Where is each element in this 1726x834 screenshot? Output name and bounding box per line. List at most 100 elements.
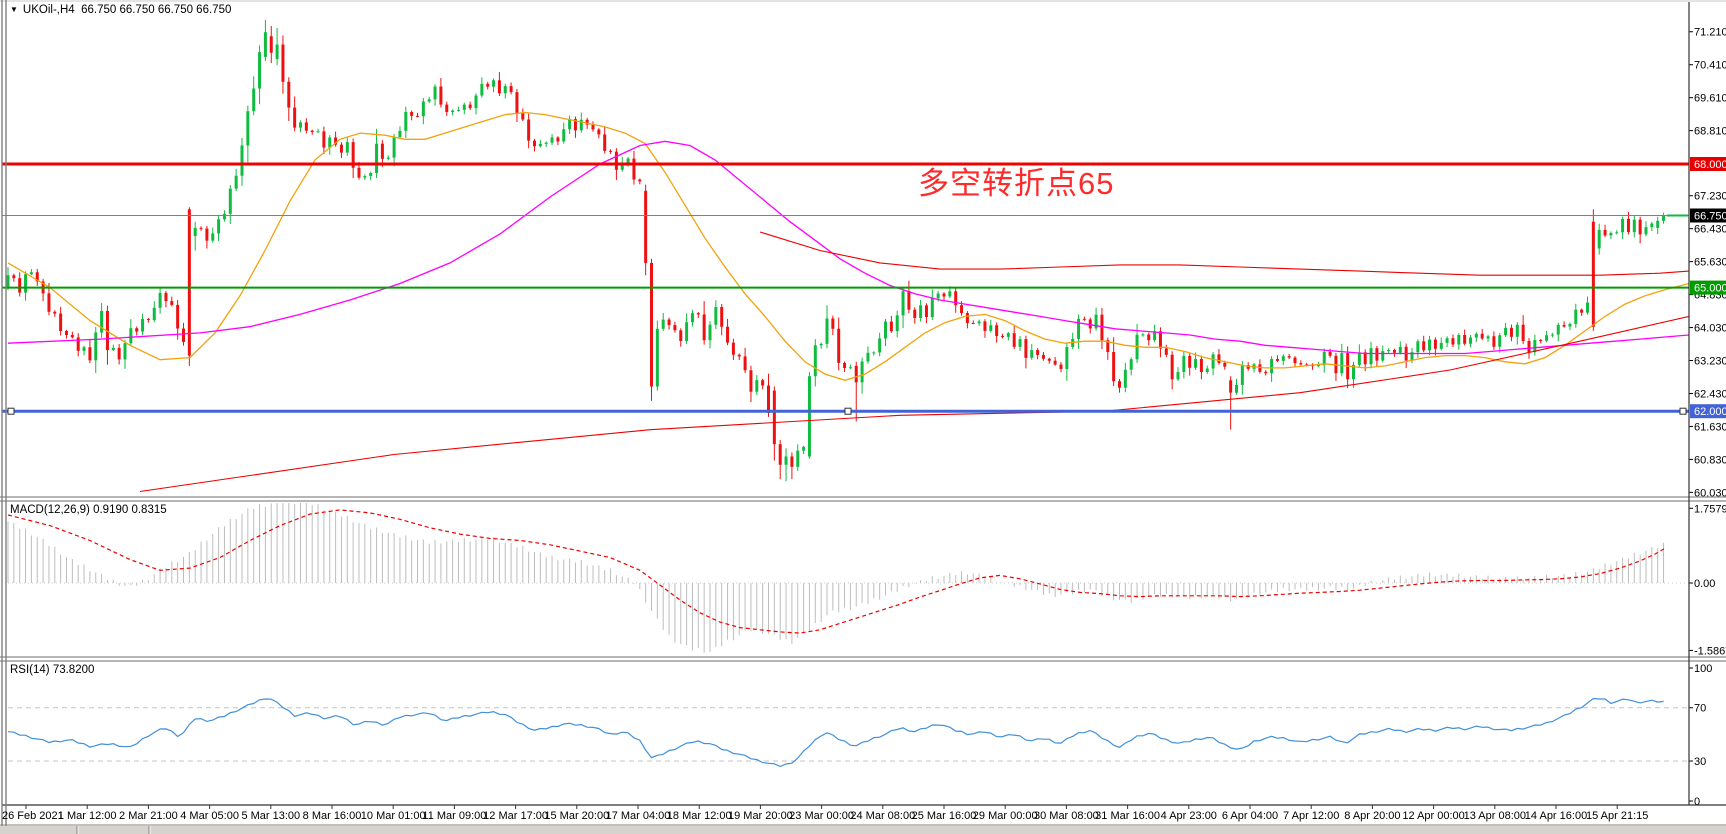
candle-body	[1205, 368, 1209, 372]
candle-body	[872, 352, 876, 354]
candle-body	[1428, 339, 1432, 351]
candle-body	[573, 119, 577, 131]
rsi-pane[interactable]	[7, 697, 1689, 768]
candle-body	[363, 176, 367, 178]
candle-body	[655, 328, 659, 387]
rsi-level-label: 70	[1694, 703, 1706, 715]
candle-body	[632, 158, 636, 180]
time-axis-label: 19 Mar 20:00	[728, 810, 793, 822]
support-line-62-handle[interactable]	[1679, 407, 1687, 415]
support-line-65-price-tag	[1690, 280, 1726, 295]
candle-body	[825, 318, 829, 344]
price-axis-label: 67.230	[1694, 191, 1726, 203]
candle-body	[819, 343, 823, 346]
candle-body	[1445, 338, 1449, 343]
candle-body	[772, 390, 776, 445]
candle-body	[433, 86, 437, 100]
candle-body	[1392, 350, 1396, 353]
candle-body	[105, 310, 109, 351]
candle-body	[82, 347, 86, 351]
candle-body	[1580, 309, 1584, 313]
candle-body	[182, 328, 185, 342]
candle-body	[47, 293, 51, 312]
candle-body	[679, 330, 683, 341]
candle-body	[1451, 338, 1455, 345]
candle-body	[281, 44, 285, 82]
chart-tabs-strip[interactable]	[0, 824, 1726, 834]
candle-body	[123, 343, 127, 360]
time-axis-label: 1 Mar 12:00	[58, 810, 117, 822]
candle-body	[1322, 351, 1326, 366]
candle-body	[1556, 324, 1560, 335]
candle-body	[1609, 232, 1613, 236]
candle-body	[1006, 333, 1010, 337]
time-axis-label: 29 Mar 00:00	[973, 810, 1038, 822]
candle-body	[1363, 352, 1367, 365]
candle-body	[1281, 356, 1285, 361]
candle-body	[111, 347, 115, 351]
price-axis-label: 66.430	[1694, 224, 1726, 236]
candle-body	[18, 278, 22, 293]
candle-body	[907, 291, 911, 310]
time-axis-label: 6 Apr 04:00	[1222, 810, 1278, 822]
macd-scale-label: 0.00	[1694, 578, 1715, 590]
time-axis-label: 12 Mar 17:00	[483, 810, 548, 822]
candle-body	[217, 219, 221, 234]
candle-body	[70, 334, 74, 338]
candle-body	[1188, 355, 1192, 368]
price-axis-label: 60.830	[1694, 454, 1726, 466]
candle-body	[1410, 352, 1414, 361]
candle-body	[983, 321, 987, 331]
candle-body	[1328, 351, 1332, 356]
candle-body	[1644, 227, 1648, 235]
candle-body	[761, 380, 765, 386]
price-axis-label: 70.410	[1694, 60, 1726, 72]
support-line-62-handle[interactable]	[844, 407, 852, 415]
candle-body	[269, 36, 273, 53]
support-line-62-handle[interactable]	[7, 407, 15, 415]
candle-body	[1293, 357, 1297, 364]
candle-body	[708, 324, 712, 341]
candle-body	[802, 446, 806, 451]
candle-body	[509, 86, 513, 93]
candle-body	[304, 122, 308, 131]
time-axis-label: 7 Apr 12:00	[1283, 810, 1339, 822]
candle-body	[521, 113, 525, 120]
current-price-line-price-tag	[1690, 208, 1726, 223]
candle-body	[1498, 335, 1502, 347]
candle-body	[205, 228, 209, 241]
price-chart-pane[interactable]	[2, 19, 1689, 493]
candle-body	[357, 167, 361, 178]
candle-body	[1562, 324, 1566, 327]
candle-body	[1574, 309, 1578, 324]
candle-body	[117, 347, 121, 360]
candle-body	[527, 119, 531, 141]
candle-body	[88, 347, 92, 361]
time-axis-label: 24 Mar 08:00	[850, 810, 915, 822]
macd-pane[interactable]	[7, 503, 1689, 653]
candle-body	[515, 92, 519, 114]
tabs-strip-bg	[0, 826, 1726, 834]
time-axis-label: 8 Apr 20:00	[1344, 810, 1400, 822]
candle-body	[351, 142, 355, 168]
candle-body	[445, 104, 449, 112]
candle-body	[1568, 323, 1572, 327]
candle-body	[451, 110, 455, 112]
candle-body	[416, 115, 419, 117]
candle-body	[1381, 351, 1385, 361]
symbol-dropdown-icon[interactable]: ▼	[10, 5, 18, 14]
time-axis-label: 31 Mar 16:00	[1095, 810, 1160, 822]
candle-body	[1632, 219, 1636, 233]
candle-body	[1638, 219, 1642, 235]
candle-body	[100, 310, 104, 333]
candle-body	[240, 145, 244, 176]
candle-body	[334, 137, 338, 145]
candle-body	[287, 81, 291, 108]
candle-body	[59, 313, 63, 332]
candle-body	[1082, 318, 1086, 320]
candle-body	[1603, 229, 1607, 236]
candle-body	[1275, 359, 1279, 361]
time-axis-label: 10 Mar 01:00	[361, 810, 426, 822]
